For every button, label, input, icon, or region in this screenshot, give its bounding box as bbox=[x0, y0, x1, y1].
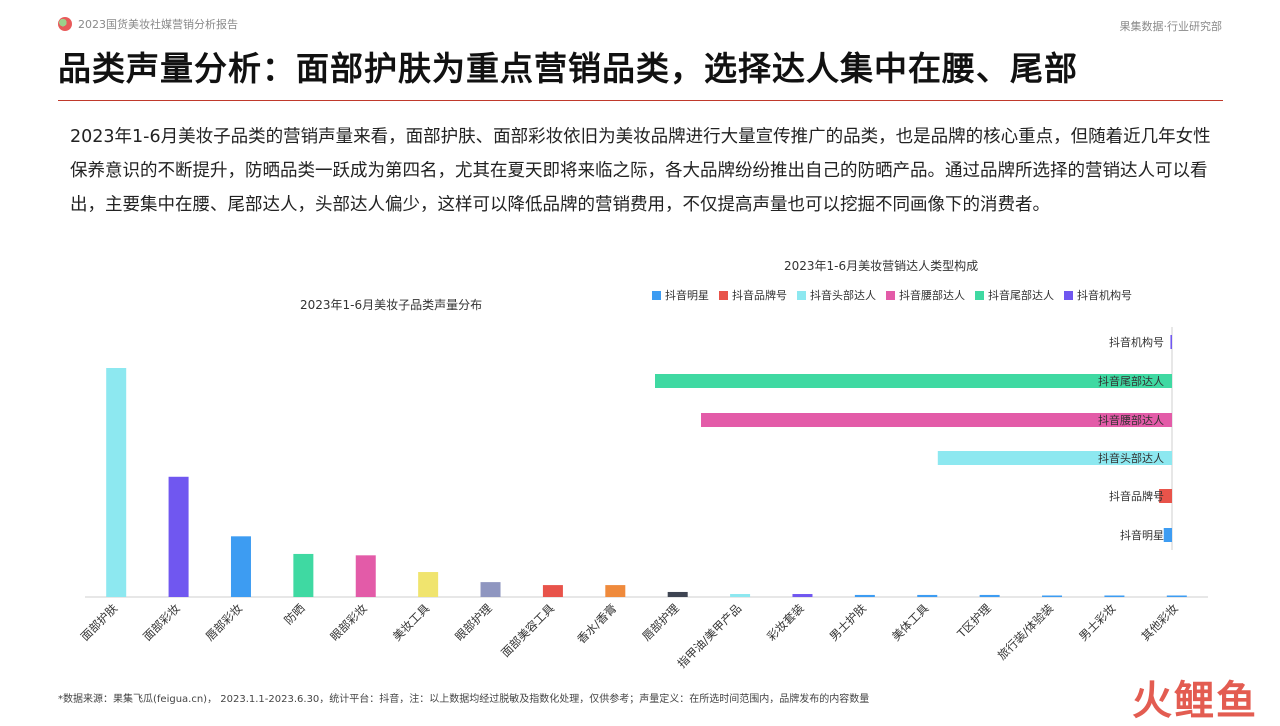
legend-item-5[interactable]: 抖音机构号 bbox=[1064, 287, 1132, 303]
legend-label-1: 抖音品牌号 bbox=[732, 289, 787, 302]
x-tick-label-15: 旅行装/体验装 bbox=[995, 601, 1057, 663]
x-tick-label-1: 面部彩妆 bbox=[140, 601, 183, 644]
hbar-0 bbox=[1170, 335, 1172, 349]
bar-12 bbox=[854, 594, 875, 597]
category-chart-title: 2023年1-6月美妆子品类声量分布 bbox=[300, 298, 483, 312]
y-tick-label-2: 抖音腰部达人 bbox=[1098, 413, 1164, 427]
bar-15 bbox=[1042, 595, 1063, 597]
x-tick-label-11: 彩妆套装 bbox=[764, 601, 807, 644]
watermark-logo: 火鲤鱼 bbox=[1132, 678, 1258, 724]
x-tick-label-12: 男士护肤 bbox=[827, 601, 870, 644]
x-tick-label-9: 唇部护理 bbox=[639, 601, 682, 644]
bar-0 bbox=[106, 368, 127, 597]
bar-4 bbox=[355, 555, 376, 597]
creator-chart-legend: 抖音明星 抖音品牌号 抖音头部达人 抖音腰部达人 抖音尾部达人 抖音机构号 bbox=[652, 287, 1132, 303]
bar-14 bbox=[979, 594, 1000, 597]
bar-3 bbox=[293, 553, 314, 597]
bar-10 bbox=[730, 594, 751, 597]
x-tick-label-7: 面部美容工具 bbox=[498, 601, 557, 660]
legend-swatch-3 bbox=[886, 290, 895, 300]
report-logo-icon bbox=[58, 17, 72, 31]
bar-13 bbox=[917, 594, 938, 597]
brand-label: 果集数据·行业研究部 bbox=[1119, 20, 1223, 33]
x-tick-label-3: 防晒 bbox=[281, 601, 307, 627]
title-divider bbox=[58, 100, 1223, 101]
bar-5 bbox=[418, 572, 439, 597]
hbar-2 bbox=[701, 413, 1172, 427]
bar-1 bbox=[168, 476, 189, 597]
bar-16 bbox=[1104, 595, 1125, 597]
bar-11 bbox=[792, 594, 813, 597]
legend-label-5: 抖音机构号 bbox=[1077, 289, 1132, 302]
legend-item-1[interactable]: 抖音品牌号 bbox=[719, 287, 787, 303]
footnote: *数据来源：果集飞瓜(feigua.cn)， 2023.1.1-2023.6.3… bbox=[58, 694, 870, 705]
legend-label-4: 抖音尾部达人 bbox=[988, 289, 1054, 302]
y-tick-label-0: 抖音机构号 bbox=[1109, 335, 1164, 349]
legend-item-2[interactable]: 抖音头部达人 bbox=[797, 287, 876, 303]
y-tick-label-3: 抖音头部达人 bbox=[1098, 451, 1164, 465]
legend-swatch-5 bbox=[1064, 290, 1073, 300]
legend-swatch-1 bbox=[719, 290, 728, 300]
bar-2 bbox=[230, 536, 251, 597]
x-tick-label-14: T区护理 bbox=[954, 601, 994, 641]
legend-swatch-4 bbox=[975, 290, 984, 300]
bar-7 bbox=[542, 585, 563, 597]
report-title: 2023国货美妆社媒营销分析报告 bbox=[78, 18, 238, 31]
bar-9 bbox=[667, 591, 688, 597]
x-tick-label-2: 唇部彩妆 bbox=[203, 601, 246, 644]
x-tick-label-10: 指甲油/美甲产品 bbox=[675, 601, 745, 671]
legend-item-3[interactable]: 抖音腰部达人 bbox=[886, 287, 965, 303]
x-tick-label-5: 美妆工具 bbox=[390, 601, 433, 644]
summary-paragraph: 2023年1-6月美妆子品类的营销声量来看，面部护肤、面部彩妆依旧为美妆品牌进行… bbox=[70, 127, 1211, 215]
legend-swatch-2 bbox=[797, 290, 806, 300]
hbar-1 bbox=[655, 374, 1172, 388]
bar-6 bbox=[480, 582, 501, 597]
hbar-3 bbox=[937, 451, 1172, 465]
x-tick-label-4: 眼部彩妆 bbox=[327, 601, 370, 644]
x-tick-label-13: 美体工具 bbox=[889, 601, 932, 644]
y-tick-label-5: 抖音明星 bbox=[1120, 528, 1164, 542]
x-tick-label-0: 面部护肤 bbox=[78, 601, 121, 644]
bar-8 bbox=[605, 585, 626, 597]
y-tick-label-4: 抖音品牌号 bbox=[1109, 489, 1164, 503]
bar-17 bbox=[1166, 595, 1187, 597]
hbar-5 bbox=[1163, 528, 1172, 542]
x-tick-label-8: 香水/香膏 bbox=[574, 601, 619, 646]
hbar-4 bbox=[1159, 489, 1172, 503]
legend-label-2: 抖音头部达人 bbox=[810, 289, 876, 302]
page-title: 品类声量分析：面部护肤为重点营销品类，选择达人集中在腰、尾部 bbox=[58, 49, 1078, 88]
legend-swatch-0 bbox=[652, 290, 661, 300]
report-header: 2023国货美妆社媒营销分析报告 bbox=[58, 16, 238, 32]
legend-item-4[interactable]: 抖音尾部达人 bbox=[975, 287, 1054, 303]
x-tick-label-16: 男士彩妆 bbox=[1076, 601, 1119, 644]
x-tick-label-17: 其他彩妆 bbox=[1139, 601, 1182, 644]
legend-label-0: 抖音明星 bbox=[665, 289, 709, 302]
creator-chart-title: 2023年1-6月美妆营销达人类型构成 bbox=[784, 259, 979, 273]
legend-label-3: 抖音腰部达人 bbox=[899, 289, 965, 302]
legend-item-0[interactable]: 抖音明星 bbox=[652, 287, 709, 303]
y-tick-label-1: 抖音尾部达人 bbox=[1098, 374, 1164, 388]
x-tick-label-6: 眼部护理 bbox=[452, 601, 495, 644]
